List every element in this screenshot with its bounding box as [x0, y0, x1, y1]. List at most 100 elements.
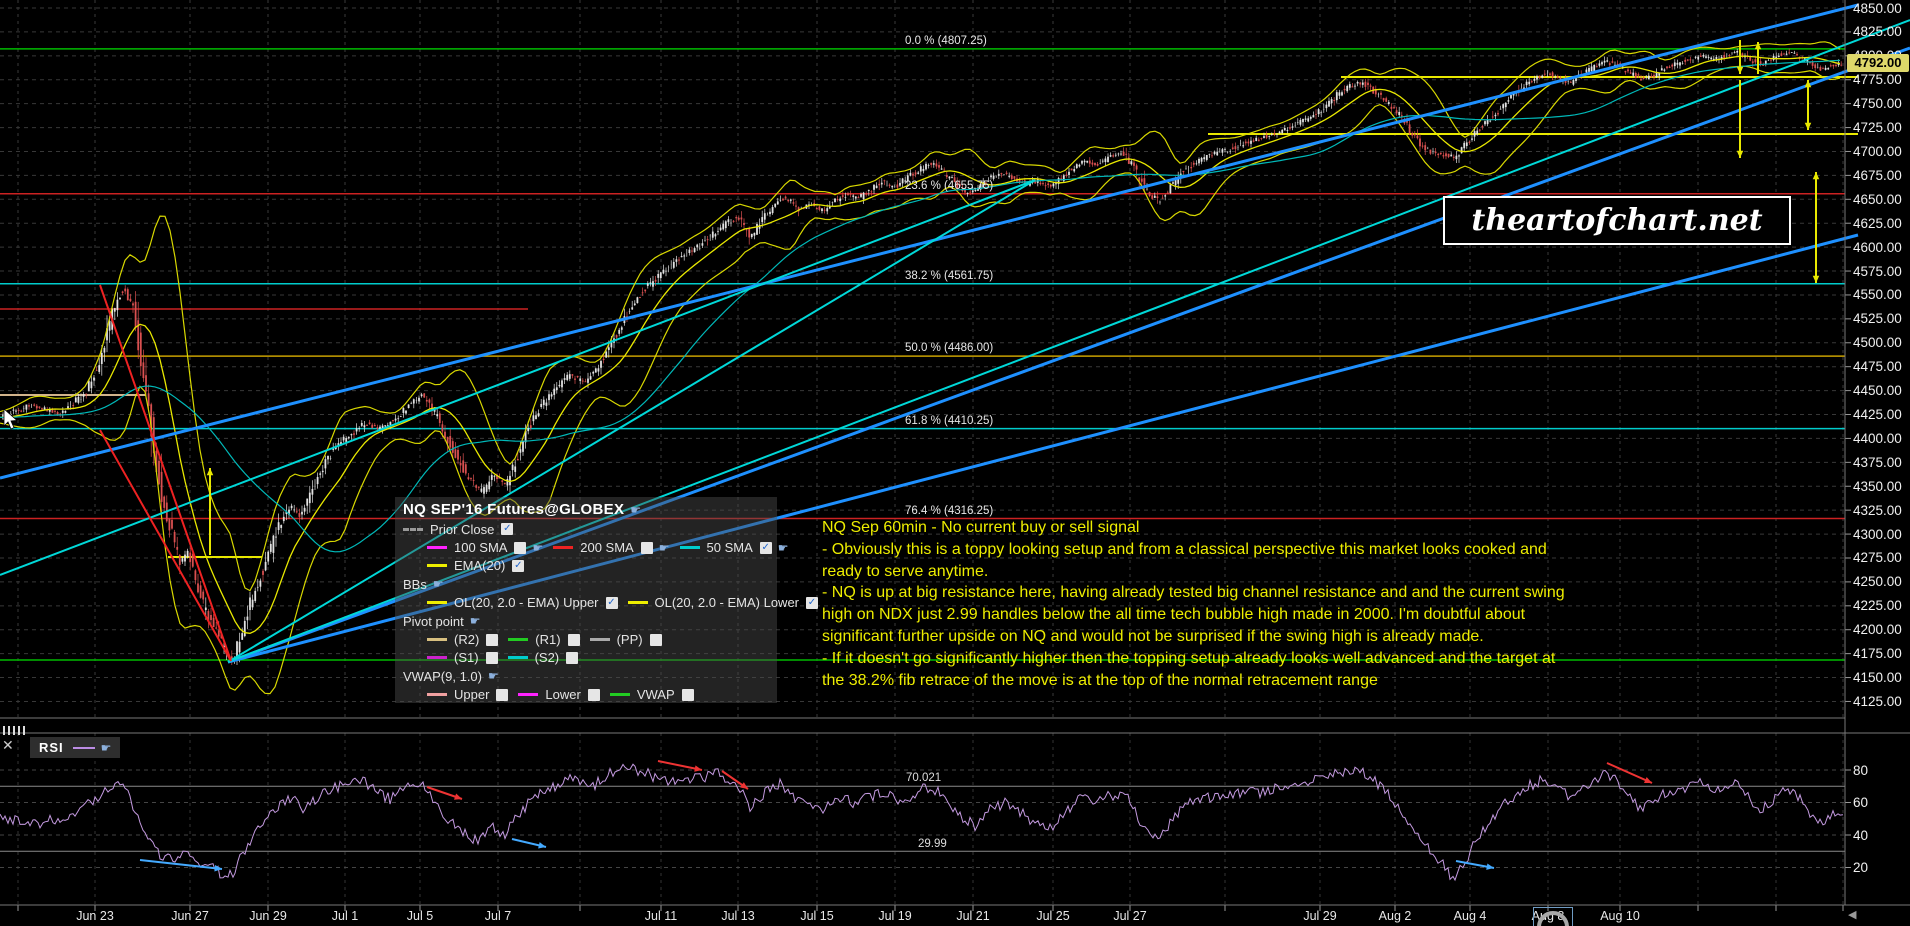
- legend-item: (R1): [508, 632, 580, 647]
- legend-item: Upper: [427, 687, 509, 703]
- legend-item: VWAP: [609, 687, 694, 702]
- legend-label: (PP): [616, 632, 643, 648]
- legend-item: VWAP(9, 1.0) ☛: [403, 669, 499, 684]
- price-tick-label: 4400.00: [1853, 430, 1902, 446]
- visibility-checkbox[interactable]: [640, 541, 653, 554]
- hand-icon[interactable]: ☛: [432, 577, 444, 592]
- date-tick-label: Aug 10: [1600, 909, 1640, 923]
- legend-item: OL(20, 2.0 - EMA) Upper ✓: [427, 595, 618, 610]
- legend-item: 100 SMA ☛: [427, 540, 543, 555]
- hand-icon[interactable]: ☛: [658, 540, 670, 555]
- date-tick-label: Aug 4: [1453, 909, 1487, 923]
- legend-row: (S1) (S2): [403, 649, 769, 667]
- watermark: theartofchart.net: [1443, 196, 1791, 245]
- price-tick-label: 4425.00: [1853, 407, 1902, 422]
- visibility-checkbox[interactable]: [496, 688, 509, 701]
- date-tick-label: Jul 1: [331, 909, 359, 923]
- visibility-checkbox[interactable]: ✓: [605, 596, 618, 609]
- panel-grip-icon[interactable]: [3, 726, 25, 735]
- legend-label: OL(20, 2.0 - EMA) Upper: [454, 595, 599, 611]
- legend-label: OL(20, 2.0 - EMA) Lower: [654, 595, 800, 611]
- legend-item: OL(20, 2.0 - EMA) Lower ✓: [627, 595, 818, 611]
- date-tick-label: Jun 23: [76, 909, 114, 923]
- legend-item: (S2): [507, 650, 579, 666]
- analyst-note: NQ Sep 60min - No current buy or sell si…: [822, 519, 1565, 689]
- visibility-checkbox[interactable]: [649, 633, 662, 646]
- visibility-checkbox[interactable]: [681, 688, 694, 701]
- visibility-checkbox[interactable]: ✓: [512, 559, 525, 572]
- date-tick-label: Jul 11: [644, 909, 678, 923]
- line-swatch: [507, 656, 528, 660]
- hand-icon[interactable]: ☛: [100, 740, 112, 755]
- price-tick-label: 4675.00: [1853, 167, 1902, 183]
- price-tick-label: 4525.00: [1853, 311, 1902, 327]
- rsi-tick-label: 20: [1853, 860, 1869, 875]
- visibility-checkbox[interactable]: [566, 651, 579, 664]
- legend-label: Lower: [545, 687, 581, 703]
- price-tick-label: 4650.00: [1853, 191, 1902, 207]
- visibility-checkbox[interactable]: ✓: [759, 541, 772, 554]
- legend-label: Upper: [454, 687, 490, 703]
- close-icon[interactable]: ✕: [2, 737, 14, 753]
- legend-label: (S2): [534, 650, 560, 666]
- symbol-title[interactable]: NQ SEP'16 Futures@GLOBEX ☛: [403, 500, 769, 520]
- hand-icon[interactable]: ☛: [777, 540, 789, 555]
- hand-icon[interactable]: ☛: [469, 614, 481, 629]
- price-tick-label: 4450.00: [1853, 383, 1902, 399]
- legend-label: EMA(20): [454, 558, 506, 574]
- line-swatch: [403, 527, 423, 531]
- visibility-checkbox[interactable]: [486, 633, 499, 646]
- legend-item: (R2): [427, 632, 499, 647]
- last-price-badge: 4792.00: [1847, 54, 1909, 72]
- visibility-checkbox[interactable]: ✓: [501, 523, 514, 536]
- legend-item: BBs ☛: [403, 577, 444, 592]
- scroll-left-icon[interactable]: ◀: [1848, 909, 1857, 921]
- price-tick-label: 4550.00: [1853, 287, 1902, 303]
- rsi-tick-label: 80: [1853, 762, 1869, 778]
- hand-icon[interactable]: ☛: [630, 503, 642, 517]
- fib-level-label: 23.6 % (4655.75): [905, 179, 994, 192]
- visibility-checkbox[interactable]: [567, 633, 580, 646]
- legend-item: 50 SMA ✓ ☛: [679, 540, 789, 556]
- price-tick-label: 4500.00: [1853, 335, 1902, 351]
- visibility-checkbox[interactable]: ✓: [806, 596, 818, 609]
- rsi-label: RSI: [39, 740, 64, 755]
- rsi-tick-label: 60: [1853, 795, 1869, 810]
- hand-icon[interactable]: ☛: [487, 669, 499, 684]
- date-tick-label: Aug 2: [1378, 909, 1412, 923]
- rsi-legend[interactable]: RSI ☛: [30, 737, 121, 758]
- fib-level-label: 0.0 % (4807.25): [905, 34, 987, 47]
- price-tick-label: 4750.00: [1853, 96, 1902, 112]
- price-tick-label: 4725.00: [1853, 120, 1902, 136]
- legend-row: VWAP(9, 1.0) ☛: [403, 667, 769, 685]
- symbol-legend[interactable]: NQ SEP'16 Futures@GLOBEX ☛ Prior Close ✓ 10…: [395, 497, 818, 703]
- mouse-cursor-icon: [3, 408, 18, 430]
- hand-icon[interactable]: ☛: [532, 540, 544, 555]
- line-swatch: [427, 693, 447, 697]
- line-swatch: [518, 693, 539, 697]
- price-tick-label: 4350.00: [1853, 478, 1902, 494]
- legend-row: OL(20, 2.0 - EMA) Upper ✓ OL(20, 2.0 - EMA…: [403, 594, 818, 612]
- legend-label: VWAP(9, 1.0): [403, 668, 482, 684]
- date-tick-label: Jul 25: [1036, 909, 1070, 923]
- legend-row: Pivot point ☛: [403, 612, 769, 630]
- visibility-checkbox[interactable]: [485, 651, 498, 664]
- visibility-checkbox[interactable]: [514, 541, 527, 554]
- price-tick-label: 4150.00: [1853, 670, 1902, 686]
- date-tick-label: Jun 27: [171, 909, 209, 923]
- line-swatch: [679, 546, 700, 550]
- legend-label: 50 SMA: [706, 540, 753, 556]
- fib-level-label: 50.0 % (4486.00): [905, 342, 994, 355]
- price-tick-label: 4600.00: [1853, 239, 1902, 255]
- price-tick-label: 4375.00: [1853, 454, 1902, 470]
- visibility-checkbox[interactable]: [587, 688, 600, 701]
- price-tick-label: 4175.00: [1853, 646, 1902, 662]
- price-tick-label: 4825.00: [1853, 24, 1902, 40]
- line-swatch: [427, 546, 447, 550]
- legend-row: EMA(20) ✓: [403, 557, 769, 575]
- date-tick-label: Jun 29: [249, 909, 287, 923]
- legend-row: Prior Close ✓: [403, 520, 769, 538]
